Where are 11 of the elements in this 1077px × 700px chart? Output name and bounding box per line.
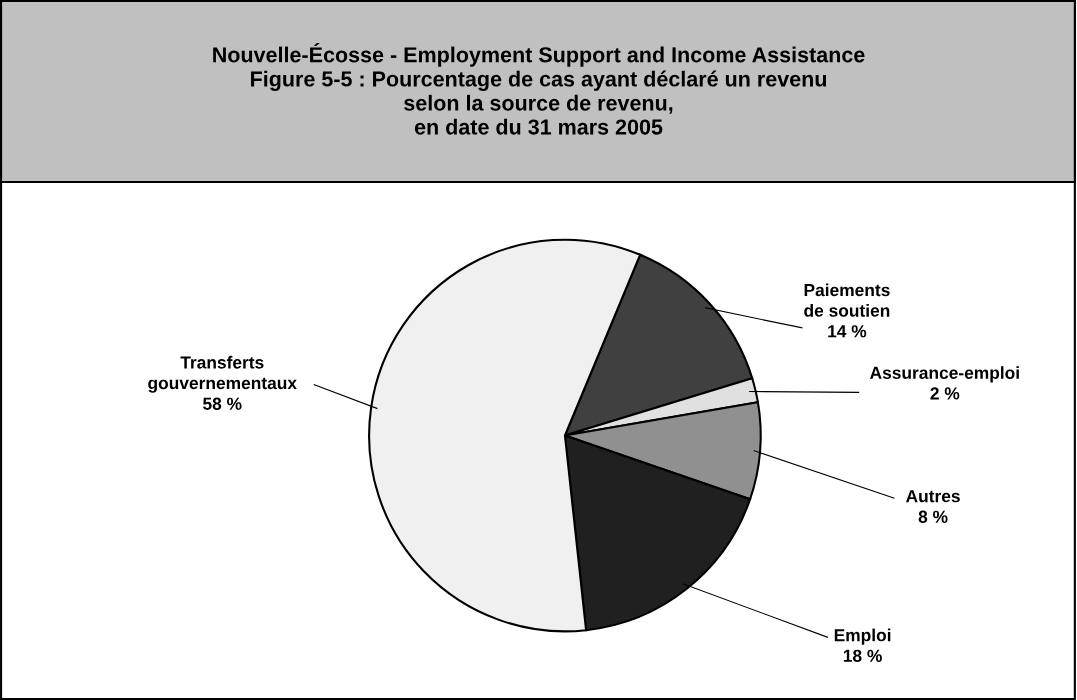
slice-label: Paiements de soutien (804, 283, 890, 317)
slice-label: Transferts gouvernementaux (148, 355, 297, 393)
data-label: 14 % (828, 325, 867, 338)
chart-title: Nouvelle-Écosse - Employment Support and Income Assistance Figure 5-5 : Pourcentage de cas ayant déclaré un revenu selon la source de revenu, en date du 31 mars 2005 (213, 43, 865, 135)
slice-label: Emploi (834, 628, 891, 645)
data-label: 8 % (918, 510, 948, 523)
data-label: 18 % (843, 649, 882, 662)
slice-label: Assurance-emploi (870, 366, 1019, 383)
data-label: 2 % (930, 387, 960, 400)
data-label: 58 % (203, 397, 242, 410)
slice-label: Autres (906, 490, 960, 503)
